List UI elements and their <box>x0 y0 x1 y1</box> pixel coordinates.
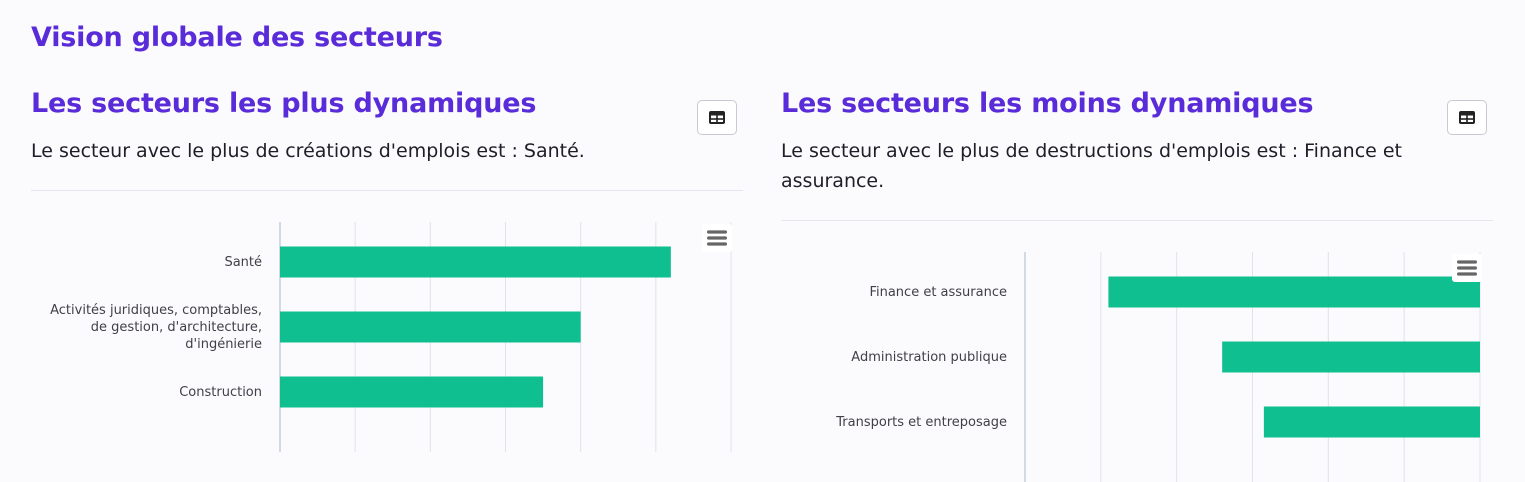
table-view-button[interactable] <box>697 100 737 135</box>
hamburger-menu-icon <box>1457 266 1477 270</box>
category-label-line: d'ingénierie <box>185 337 262 352</box>
bar <box>1222 341 1480 373</box>
category-label: Administration publique <box>851 350 1007 365</box>
bar <box>1263 406 1480 438</box>
bar-chart: Finance et assurance Administration publi… <box>835 252 1482 482</box>
panel-description: Le secteur avec le plus de créations d'e… <box>31 140 585 162</box>
table-icon <box>709 111 725 124</box>
chart-menu-button[interactable] <box>1452 254 1482 282</box>
hamburger-menu-icon <box>1457 272 1477 276</box>
hamburger-menu-icon <box>707 230 727 234</box>
category-label-line: Finance et assurance <box>869 285 1007 300</box>
divider <box>781 220 1493 221</box>
chart-menu-button[interactable] <box>702 224 732 252</box>
panel-most-dynamic: Les secteurs les plus dynamiques Le sect… <box>31 86 743 452</box>
panel-description: Le secteur avec le plus de destructions … <box>781 140 1403 192</box>
category-label-line: Transports et entreposage <box>835 415 1007 430</box>
chart-most-dynamic: Santé Activités juridiques, comptables, de… <box>31 222 743 452</box>
category-label: Transports et entreposage <box>835 415 1007 430</box>
bar <box>1108 276 1480 308</box>
chart-least-dynamic: Finance et assurance Administration publi… <box>781 252 1493 482</box>
page-title: Vision globale des secteurs <box>31 22 443 53</box>
table-icon <box>1459 111 1475 124</box>
bar <box>280 311 581 343</box>
hamburger-menu-icon <box>1457 260 1477 264</box>
panel-title: Les secteurs les plus dynamiques <box>31 88 537 119</box>
hamburger-menu-icon <box>707 242 727 246</box>
category-label: Construction <box>179 385 262 400</box>
bar <box>280 376 544 408</box>
category-label: Activités juridiques, comptables, de gest… <box>50 303 262 352</box>
panel-least-dynamic: Les secteurs les moins dynamiques Le sec… <box>781 86 1493 482</box>
divider <box>31 190 743 191</box>
panel-title: Les secteurs les moins dynamiques <box>781 88 1314 119</box>
category-label: Santé <box>224 255 262 270</box>
bar-chart: Santé Activités juridiques, comptables, de… <box>50 222 732 452</box>
category-label-line: Administration publique <box>851 350 1007 365</box>
category-label-line: Santé <box>224 255 262 270</box>
table-view-button[interactable] <box>1447 100 1487 135</box>
category-label-line: Construction <box>179 385 262 400</box>
hamburger-menu-icon <box>707 236 727 240</box>
bar <box>280 246 671 278</box>
category-label: Finance et assurance <box>869 285 1007 300</box>
category-label-line: Activités juridiques, comptables, <box>50 303 262 318</box>
category-label-line: de gestion, d'architecture, <box>91 320 262 335</box>
